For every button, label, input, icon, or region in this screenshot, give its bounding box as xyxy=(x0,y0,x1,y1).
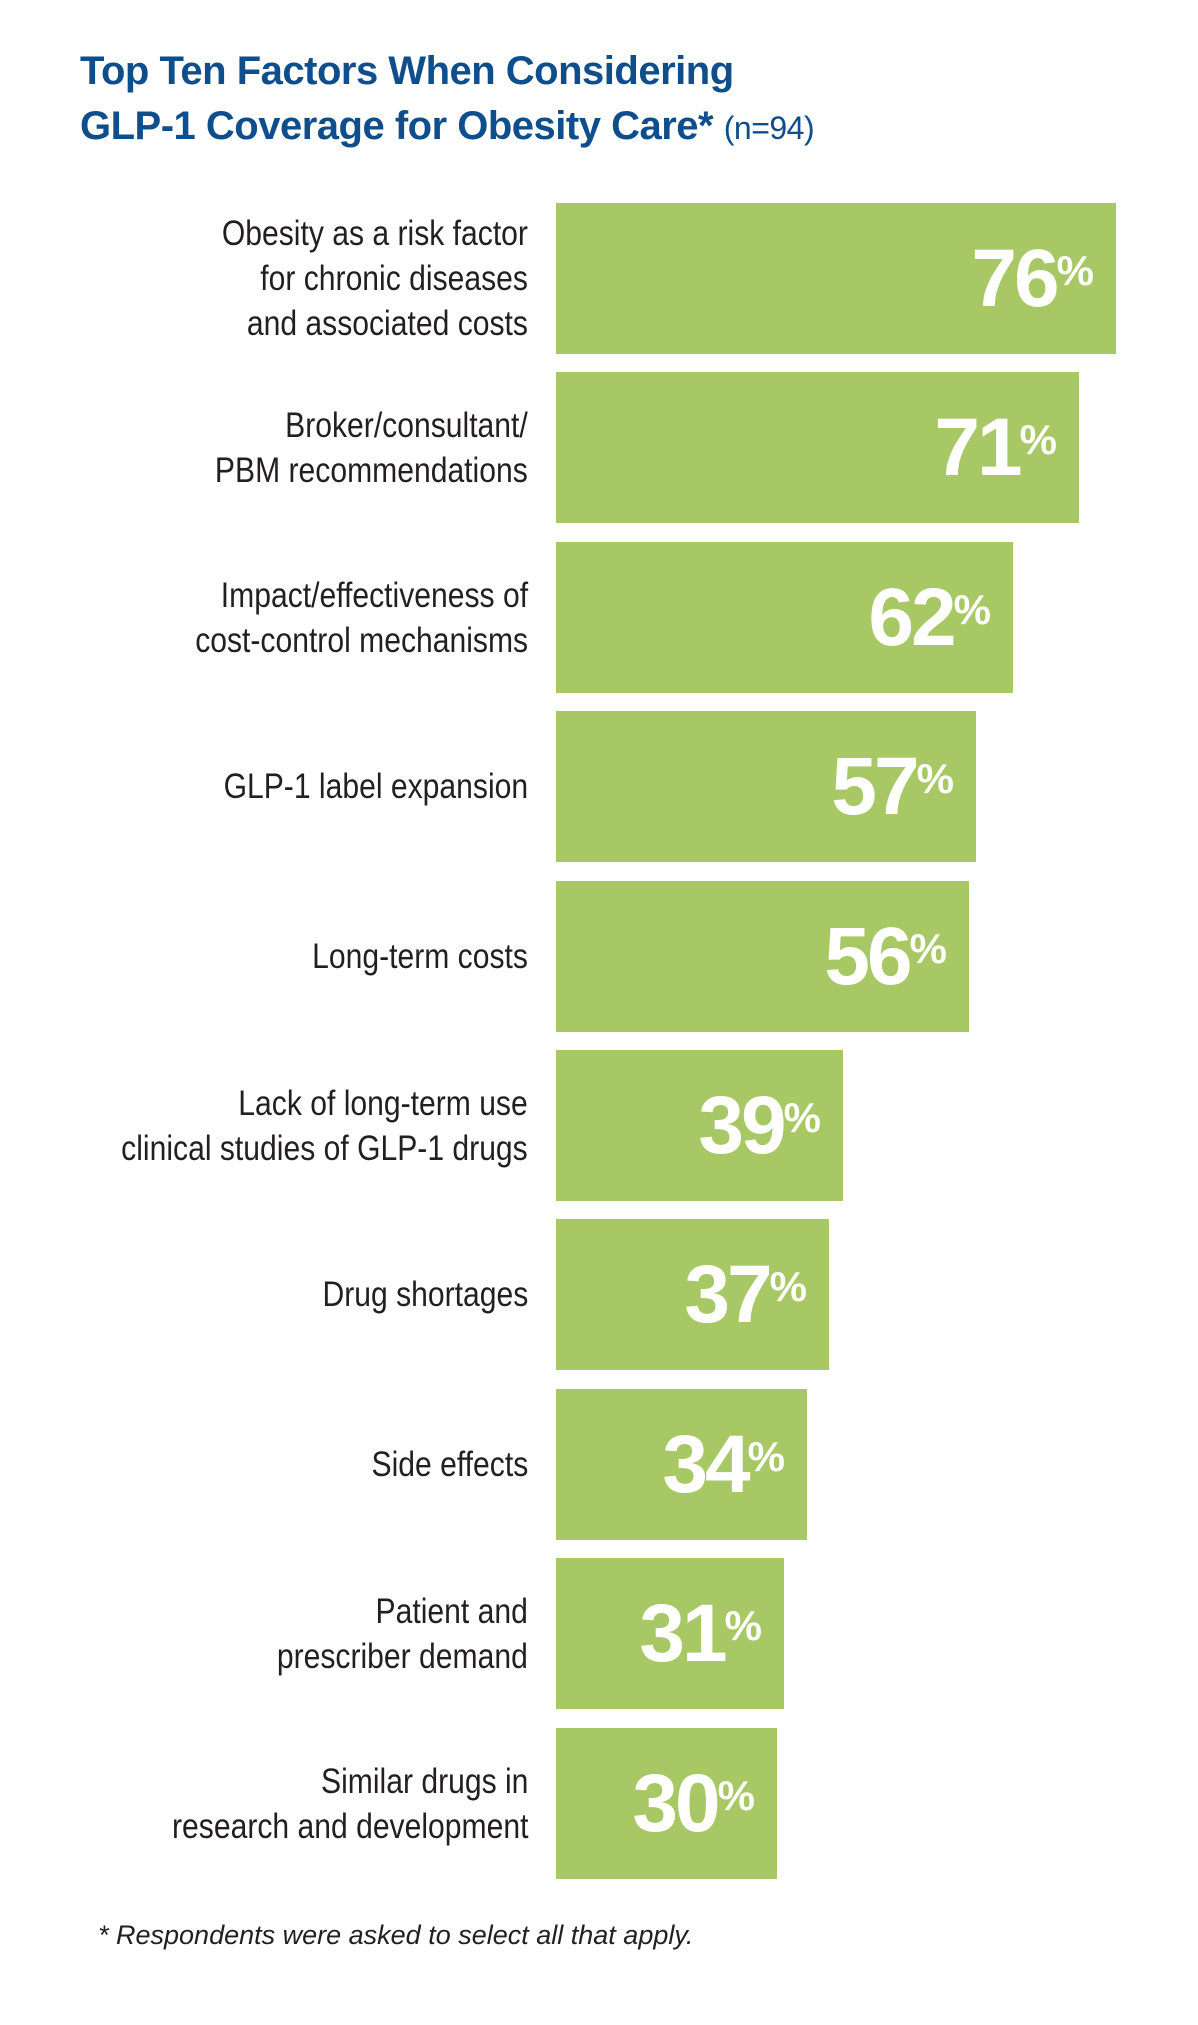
category-label-line: Obesity as a risk factor xyxy=(221,214,528,253)
category-label-line: prescriber demand xyxy=(277,1636,528,1676)
category-label-line: GLP-1 label expansion xyxy=(223,767,528,806)
bar: 56% xyxy=(556,881,969,1032)
bar-row: Similar drugs in research and development… xyxy=(0,1728,1198,1879)
bar-row: GLP-1 label expansion 57% xyxy=(0,711,1198,862)
category-label: Broker/consultant/PBM recommendations xyxy=(215,372,528,523)
category-label-line: Patient and xyxy=(375,1591,528,1631)
bar-row: Drug shortages 37% xyxy=(0,1219,1198,1370)
bar-value-label: 62% xyxy=(868,576,991,659)
bar: 76% xyxy=(556,203,1116,354)
category-label: Obesity as a risk factor for chronic dise… xyxy=(222,203,528,354)
category-label-line: Impact/effectiveness of xyxy=(220,575,528,615)
bar-value-label: 34% xyxy=(662,1423,785,1506)
bar-row: Lack of long-term use clinical studies of… xyxy=(0,1050,1198,1201)
bar-value-unit: % xyxy=(717,1771,755,1819)
sample-size-label: (n=94) xyxy=(723,110,815,146)
category-label-line: Similar drugs in xyxy=(320,1761,528,1801)
bar: 30% xyxy=(556,1728,777,1879)
bar-value-unit: % xyxy=(909,924,947,972)
bar-row: Impact/effectiveness of cost-control mech… xyxy=(0,542,1198,693)
bar: 62% xyxy=(556,542,1013,693)
bar-row: Patient and prescriber demand 31% xyxy=(0,1558,1198,1709)
category-label-line: for chronic diseases xyxy=(260,259,528,298)
bar: 71% xyxy=(556,372,1079,523)
bar-value-number: 34 xyxy=(662,1418,750,1510)
chart-title: Top Ten Factors When Considering GLP-1 C… xyxy=(80,44,1140,156)
bar-value-number: 76 xyxy=(971,232,1059,324)
category-label: Lack of long-term use clinical studies of… xyxy=(121,1050,528,1201)
category-label: Drug shortages xyxy=(322,1219,528,1370)
chart-title-line-1: Top Ten Factors When Considering xyxy=(80,49,734,93)
category-label: Side effects xyxy=(371,1389,528,1540)
category-label: Patient and prescriber demand xyxy=(277,1558,528,1709)
bar-value-label: 31% xyxy=(639,1592,762,1675)
bar-value-label: 57% xyxy=(831,745,954,828)
category-label-line: Side effects xyxy=(371,1445,528,1484)
bar-value-unit: % xyxy=(1019,415,1057,463)
bar-value-label: 39% xyxy=(698,1084,821,1167)
bar-row: Obesity as a risk factor for chronic dise… xyxy=(0,203,1198,354)
category-label-line: and associated costs xyxy=(246,304,528,343)
category-label-line: research and development xyxy=(171,1806,528,1846)
category-label-line: Lack of long-term use xyxy=(238,1083,528,1123)
bar-value-unit: % xyxy=(1056,246,1094,294)
bar-value-unit: % xyxy=(953,585,991,633)
bar-value-unit: % xyxy=(747,1432,785,1480)
bar-value-number: 56 xyxy=(824,910,912,1002)
bar-value-unit: % xyxy=(916,754,954,802)
bar-value-label: 56% xyxy=(824,915,947,998)
bar-value-unit: % xyxy=(724,1601,762,1649)
category-label: Long-term costs xyxy=(312,881,528,1032)
bar-value-label: 37% xyxy=(684,1253,807,1336)
bar-value-unit: % xyxy=(769,1262,807,1310)
category-label: Similar drugs in research and development xyxy=(172,1728,528,1879)
bar-value-number: 71 xyxy=(934,401,1022,493)
bar-value-number: 37 xyxy=(684,1248,772,1340)
chart-title-line-2-text: GLP-1 Coverage for Obesity Care* xyxy=(80,104,714,148)
bar: 37% xyxy=(556,1219,829,1370)
category-label: GLP-1 label expansion xyxy=(223,711,528,862)
bar-value-unit: % xyxy=(783,1093,821,1141)
bar: 34% xyxy=(556,1389,807,1540)
bar-value-number: 62 xyxy=(868,571,956,663)
category-label: Impact/effectiveness of cost-control mech… xyxy=(195,542,528,693)
bar-value-number: 39 xyxy=(698,1079,786,1171)
bar-row: Side effects 34% xyxy=(0,1389,1198,1540)
category-label-line: Broker/consultant/ xyxy=(285,405,528,445)
footnote: * Respondents were asked to select all t… xyxy=(98,1920,694,1950)
bar-value-label: 71% xyxy=(934,406,1057,489)
category-label-line: PBM recommendations xyxy=(215,450,528,490)
bar-value-label: 76% xyxy=(971,237,1094,320)
category-label-line: Long-term costs xyxy=(312,937,528,976)
chart-title-line-2: GLP-1 Coverage for Obesity Care* (n=94) xyxy=(80,99,1140,156)
bar: 39% xyxy=(556,1050,843,1201)
bar-value-number: 30 xyxy=(632,1757,720,1849)
category-label-line: cost-control mechanisms xyxy=(195,620,528,660)
bar-value-number: 57 xyxy=(831,740,919,832)
bar-row: Broker/consultant/PBM recommendations 71% xyxy=(0,372,1198,523)
bar-row: Long-term costs 56% xyxy=(0,881,1198,1032)
bar-value-number: 31 xyxy=(639,1587,727,1679)
category-label-line: Drug shortages xyxy=(322,1275,528,1314)
category-label-line: clinical studies of GLP-1 drugs xyxy=(121,1128,528,1168)
bar: 57% xyxy=(556,711,976,862)
bar-value-label: 30% xyxy=(632,1762,755,1845)
bar: 31% xyxy=(556,1558,784,1709)
